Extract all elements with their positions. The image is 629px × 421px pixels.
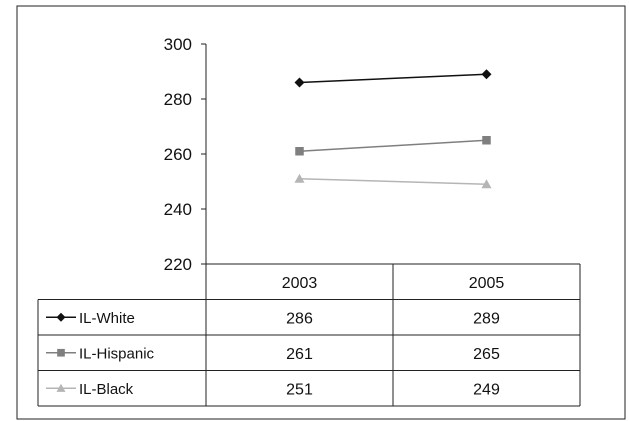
chart-border (16, 5, 626, 420)
category-label: 2003 (282, 275, 318, 292)
data-label: 251 (286, 381, 313, 398)
legend-marker (56, 312, 66, 322)
data-label: 289 (473, 310, 500, 327)
data-point (294, 77, 305, 88)
data-label: 286 (286, 310, 313, 327)
y-tick-label: 220 (164, 255, 192, 274)
data-label: 261 (286, 346, 313, 363)
y-tick-label: 300 (164, 35, 192, 54)
series-lines (294, 69, 492, 189)
data-point (481, 179, 492, 189)
legend-label: IL-White (79, 310, 135, 327)
data-label: 249 (473, 381, 500, 398)
legend-marker (57, 348, 65, 357)
data-point (481, 69, 492, 80)
legend-label: IL-Black (79, 381, 134, 398)
data-table: 2003 2005 IL-White 286 289 IL-Hispanic 261 265 I… (37, 263, 581, 407)
data-label: 265 (473, 346, 500, 363)
data-point (294, 173, 305, 183)
y-tick-label: 280 (164, 90, 192, 109)
y-axis: 220 240 260 280 300 (164, 35, 207, 274)
series-line (299, 73, 487, 84)
data-point (295, 147, 304, 156)
data-point (482, 136, 491, 145)
y-tick-label: 240 (164, 200, 192, 219)
legend-label: IL-Hispanic (79, 345, 155, 362)
series-line (299, 139, 487, 152)
legend-marker (56, 383, 66, 392)
category-label: 2005 (469, 275, 505, 292)
series-line (299, 178, 487, 185)
y-tick-label: 260 (164, 145, 192, 164)
